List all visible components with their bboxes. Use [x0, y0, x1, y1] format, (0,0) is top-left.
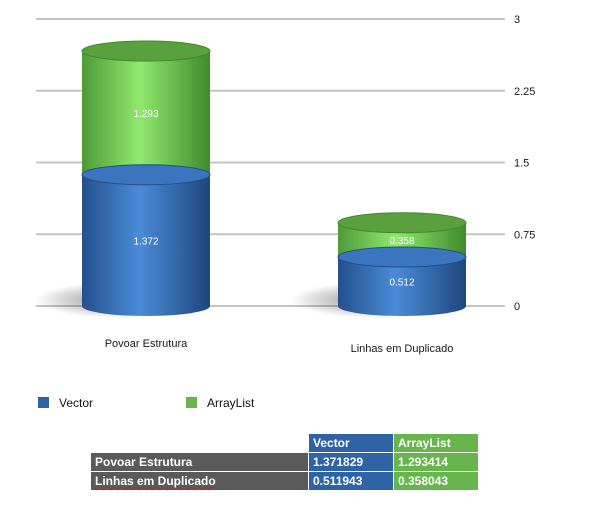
bar-segment-cap: [81, 40, 211, 62]
y-tick-label: 1.5: [514, 158, 529, 170]
table-cell-vector: 0.511943: [308, 471, 394, 491]
table-cell-arraylist: 0.358043: [393, 471, 479, 491]
table-corner-cell: [90, 433, 309, 453]
legend-item-vector: Vector: [38, 396, 93, 410]
table-row-label: Povoar Estrutura: [90, 452, 309, 472]
bar-segment-cap: [337, 246, 467, 268]
data-label: 1.293: [133, 109, 158, 120]
y-tick-label: 0.75: [514, 229, 535, 241]
y-tick-label: 3: [514, 14, 520, 26]
legend-item-arraylist: ArrayList: [186, 396, 254, 410]
data-label: 0.358: [389, 236, 414, 247]
x-category-label: Linhas em Duplicado: [351, 343, 454, 355]
bar-segment-cap: [81, 164, 211, 186]
stacked-cylinder-chart: 0 0.75 1.5 2.25 3 1.372 1.293 Povoar Estrutura 0…: [34, 14, 536, 355]
bar-segment-bottom: [82, 296, 210, 316]
legend-label-vector: Vector: [59, 396, 94, 410]
bar-segment-body: [82, 174, 210, 306]
table-row: Povoar Estrutura 1.371829 1.293414: [90, 452, 479, 472]
bar-segment-bottom: [338, 296, 466, 316]
text-layer: 0 0.75 1.5 2.25 3 1.372 1.293 Povoar Estrutura 0…: [105, 14, 536, 355]
table-cell-vector: 1.371829: [308, 452, 394, 472]
data-label: 1.372: [133, 236, 158, 247]
table-cell-arraylist: 1.293414: [393, 452, 479, 472]
bar-segment-cap: [337, 212, 467, 234]
data-table: Vector ArrayList Povoar Estrutura 1.3718…: [90, 433, 479, 491]
table-row: Linhas em Duplicado 0.511943 0.358043: [90, 471, 479, 491]
table-row-label-text: Linhas em Duplicado: [95, 474, 216, 488]
table-header-vector: Vector: [308, 433, 394, 453]
table-header-arraylist: ArrayList: [393, 433, 479, 453]
x-category-label: Povoar Estrutura: [105, 338, 188, 350]
legend-swatch-vector: [38, 397, 49, 408]
data-label: 0.512: [389, 278, 414, 289]
bar-segment-body: [82, 51, 210, 175]
legend-label-arraylist: ArrayList: [207, 396, 255, 410]
y-tick-label: 2.25: [514, 86, 535, 98]
table-header-row: Vector ArrayList: [90, 433, 479, 453]
y-tick-label: 0: [514, 301, 520, 313]
bars-layer: [34, 40, 467, 318]
table-row-label: Linhas em Duplicado: [90, 471, 309, 491]
legend-swatch-arraylist: [186, 397, 197, 408]
